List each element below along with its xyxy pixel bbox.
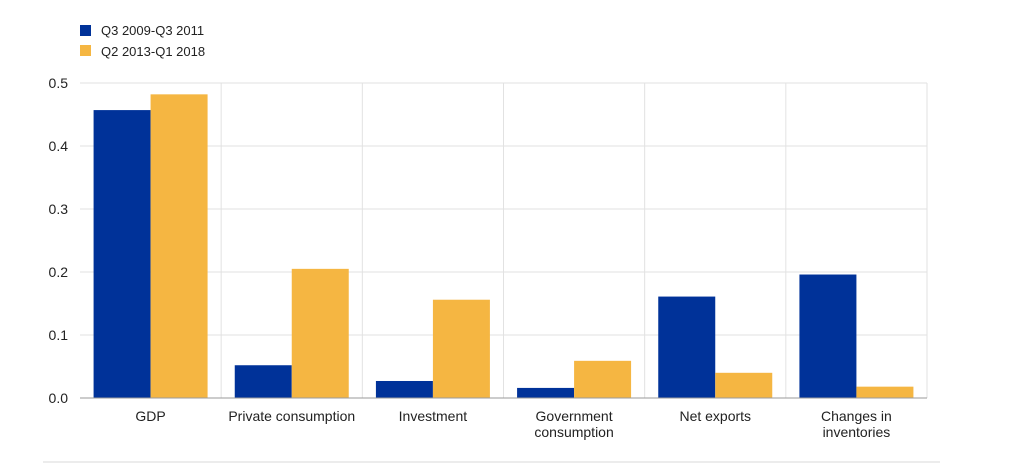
legend-label-series-2: Q2 2013-Q1 2018	[101, 44, 205, 59]
legend: Q3 2009-Q3 2011 Q2 2013-Q1 2018	[80, 23, 205, 59]
bar-1-3	[517, 387, 575, 398]
x-tick-label: Investment	[399, 408, 468, 424]
x-tick-label: Changes in	[821, 408, 892, 424]
bar-2-4	[715, 372, 773, 398]
legend-swatch-series-1	[80, 25, 91, 36]
y-tick-label: 0.3	[49, 201, 69, 217]
bars	[93, 94, 914, 398]
y-tick-label: 0.4	[49, 138, 69, 154]
bar-1-1	[234, 365, 292, 398]
bar-1-2	[375, 380, 433, 398]
x-tick-label: consumption	[534, 424, 613, 440]
x-tick-label: Net exports	[679, 408, 751, 424]
bar-1-4	[658, 296, 716, 398]
y-tick-label: 0.2	[49, 264, 69, 280]
y-tick-label: 0.0	[49, 390, 69, 406]
bar-2-1	[291, 268, 349, 398]
bar-1-5	[799, 274, 857, 398]
bar-2-2	[432, 299, 490, 398]
legend-label-series-1: Q3 2009-Q3 2011	[101, 23, 204, 38]
bar-2-5	[856, 386, 914, 398]
bar-2-0	[150, 94, 208, 398]
y-tick-label: 0.5	[49, 75, 69, 91]
legend-swatch-series-2	[80, 45, 91, 56]
bar-1-0	[93, 110, 151, 398]
axis-labels: 0.0 0.1 0.2 0.3 0.4 0.5 GDP Private consumption…	[49, 75, 892, 440]
x-tick-label: Private consumption	[228, 408, 355, 424]
bar-2-3	[574, 360, 632, 398]
gridlines	[80, 82, 928, 398]
x-tick-label: Government	[536, 408, 613, 424]
y-tick-label: 0.1	[49, 327, 69, 343]
x-tick-label: inventories	[823, 424, 891, 440]
x-tick-label: GDP	[135, 408, 165, 424]
